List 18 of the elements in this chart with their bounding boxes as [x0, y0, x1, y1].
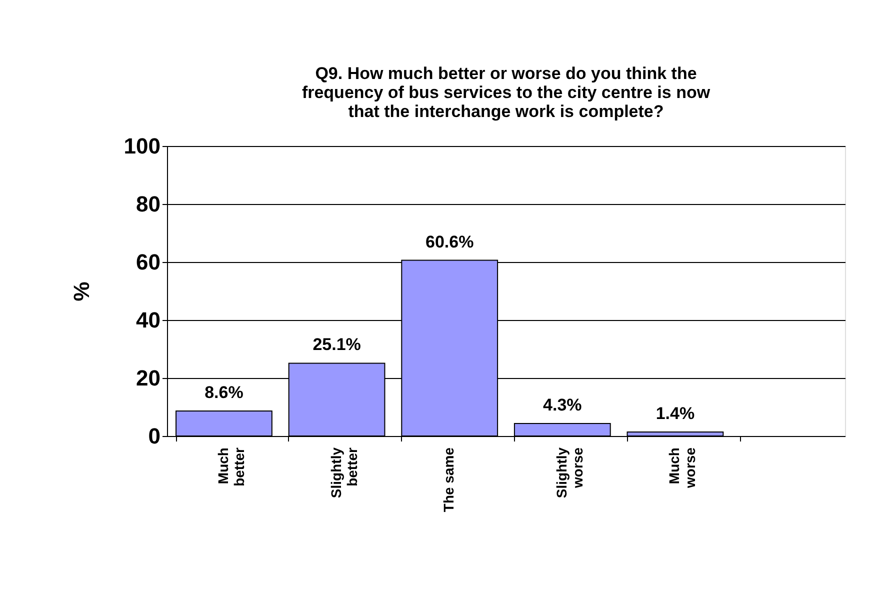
- data-label: 25.1%: [312, 335, 361, 354]
- y-axis-title: %: [68, 282, 94, 302]
- y-tick-label: 80: [136, 192, 160, 216]
- data-label: 60.6%: [425, 232, 474, 252]
- y-tick-label: 20: [136, 366, 160, 390]
- y-tick-label: 0: [148, 424, 160, 448]
- x-tick-label: The same: [440, 447, 457, 512]
- x-tick-label: Much better: [214, 446, 247, 486]
- data-label: 8.6%: [204, 383, 244, 402]
- x-tick-label: Much worse: [666, 447, 698, 489]
- data-label: 4.3%: [543, 396, 582, 415]
- data-label: 1.4%: [656, 404, 695, 423]
- x-tick-label: Slightly better: [328, 446, 360, 498]
- chart-title: Q9. How much better or worse do you think the frequency of bus services to the city centre is now that the interchange work is complete?: [302, 64, 711, 121]
- y-tick-label: 100: [124, 134, 160, 158]
- y-tick-label: 40: [136, 308, 160, 332]
- y-tick-label: 60: [136, 250, 160, 274]
- x-tick-label: Slightly worse: [553, 447, 586, 498]
